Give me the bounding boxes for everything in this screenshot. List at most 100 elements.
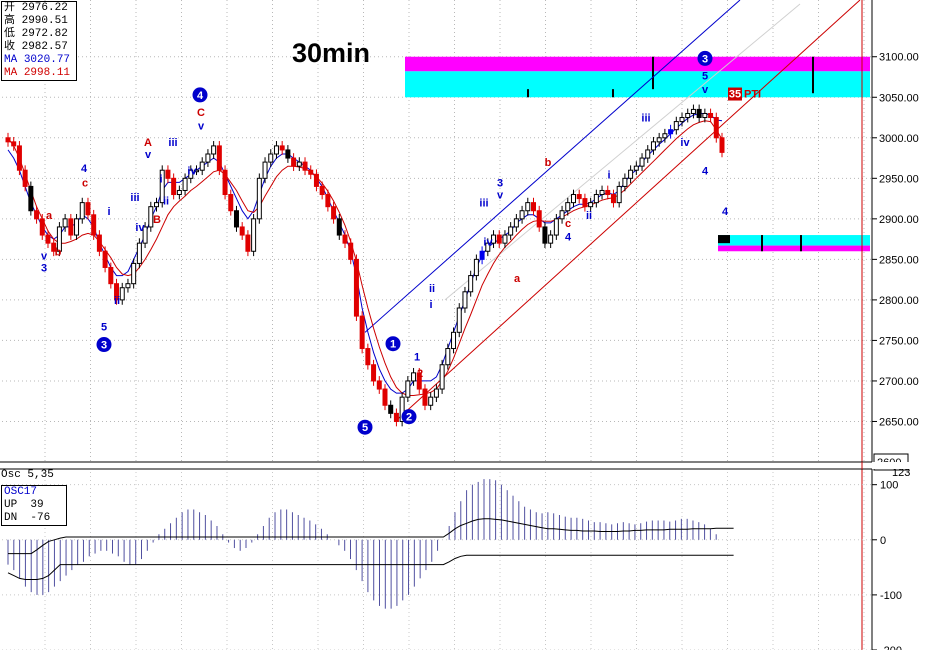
wave-label: b [55, 246, 62, 258]
wave-label: i [159, 173, 162, 185]
candle-body [439, 364, 445, 390]
candle-body [445, 348, 451, 366]
candle-body [656, 137, 662, 143]
candle-body [28, 185, 34, 212]
low-value: 2972.82 [21, 28, 68, 40]
wave-label: a [514, 273, 521, 285]
wave-label: a [46, 210, 53, 222]
candle-body [108, 266, 114, 285]
candle-body [205, 153, 211, 163]
wave-label: 1 [414, 352, 420, 364]
candle-body [262, 161, 268, 179]
candle-body [313, 173, 319, 187]
candle-body [239, 226, 245, 236]
wave-label: c [82, 177, 88, 189]
low-label: 低 [4, 28, 15, 40]
high-row: 高 2990.51 [2, 15, 76, 28]
candle-body [713, 117, 719, 139]
wave-label: B [153, 214, 161, 226]
oscillator-axis: 100 0 -100 -200 123 [872, 467, 910, 650]
candle-body [273, 145, 279, 155]
candle-body [365, 348, 371, 366]
candle-body [536, 210, 542, 228]
price-tick-label: 2850.00 [879, 254, 919, 266]
candle-body [405, 380, 411, 398]
dn-value: -76 [30, 512, 51, 524]
pti-badge [728, 87, 742, 101]
candle-body [125, 283, 131, 289]
close-row: 收 2982.57 [2, 41, 76, 54]
candle-body [582, 198, 588, 208]
candle-body [91, 214, 97, 236]
candle-body [679, 117, 685, 123]
wave-circle [96, 337, 112, 353]
candle-body [154, 202, 160, 208]
candle-body [702, 112, 708, 119]
zone-cyan [405, 71, 870, 98]
candle-body [85, 202, 91, 216]
oscillator-bars [7, 479, 717, 609]
candle-body [268, 153, 274, 163]
candle-body [616, 185, 622, 204]
wave-label-circled: 1 [390, 339, 396, 351]
candle-body [462, 291, 468, 309]
dn-label: DN [4, 512, 18, 524]
candle-body [576, 194, 582, 200]
oscillator-header: Osc 5,35 [1, 469, 54, 481]
candle-body [353, 258, 359, 317]
pane-gap [0, 462, 933, 469]
candle-body [565, 202, 571, 212]
candle-body [188, 169, 194, 179]
price-axis-bg [872, 0, 933, 462]
candle-body [182, 177, 188, 191]
candle-body [285, 149, 291, 159]
ma-slow-label: MA [4, 67, 18, 79]
wave-label: iv [135, 222, 145, 234]
candle-body [251, 218, 257, 252]
candle-body [245, 234, 251, 252]
wave-circle [401, 409, 417, 425]
candle-body [479, 250, 485, 260]
ohlc-panel: 开 2976.22 高 2990.51 低 2972.82 收 2982.57 … [1, 1, 77, 81]
candle-body [588, 202, 594, 208]
candle-body [331, 206, 337, 220]
candle-body [319, 185, 325, 196]
candle-body [553, 218, 559, 236]
wave-label-circled: 5 [362, 422, 368, 434]
wave-label: c [565, 218, 571, 230]
candle-body [342, 234, 348, 244]
candle-body [685, 112, 691, 119]
candle-body [433, 388, 439, 398]
price-zones [405, 56, 870, 252]
candle-body [456, 307, 462, 333]
candle-body [308, 169, 314, 175]
wave-label: 4 [565, 232, 572, 244]
wave-label: iii [130, 192, 139, 204]
candle-body [131, 262, 137, 285]
candle-body [102, 250, 108, 268]
candle-body [491, 234, 497, 244]
wave-labels: v3ab4ciii53iiiivAvBiiiiiiiv4Cv51212iiiii… [41, 50, 761, 435]
wave-label: C [197, 107, 205, 119]
high-label: 高 [4, 15, 15, 27]
wave-label: ii [586, 210, 592, 222]
ma-slow-row: MA 2998.11 [2, 67, 76, 80]
candle-body [645, 149, 651, 159]
wave-label: ii [429, 283, 435, 295]
wave-circle [192, 87, 208, 103]
oscillator-lines [7, 518, 734, 580]
osc-signal-upper [8, 518, 734, 555]
chart-frame [0, 461, 933, 470]
candle-body [39, 218, 45, 236]
candle-body [633, 165, 639, 171]
candle-body [668, 129, 674, 135]
candle-body [348, 242, 354, 260]
up-value: 39 [30, 499, 44, 511]
wave-label: v [702, 84, 709, 96]
candle-body [542, 226, 548, 244]
osc-tick-label: 0 [880, 535, 886, 547]
candle-body [508, 226, 514, 236]
candle-body [216, 145, 222, 171]
candle-body [696, 108, 702, 119]
